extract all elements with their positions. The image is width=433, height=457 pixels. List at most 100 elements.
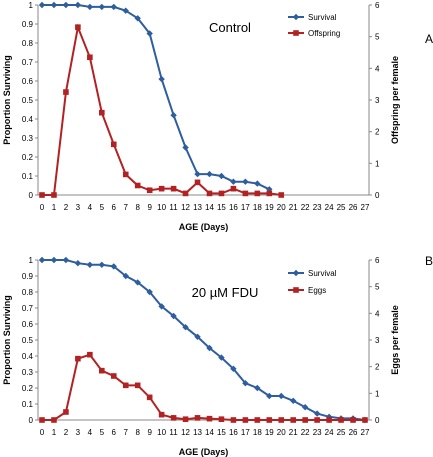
chart2-x-tick-label: 14 (205, 428, 214, 437)
chart2-survival-point (254, 384, 261, 392)
chart1-survival-point (62, 1, 70, 9)
chart2-left-tick-label: 1 (29, 256, 34, 265)
chart2-x-tick-label: 17 (241, 428, 250, 437)
chart1-offspring-point (230, 185, 237, 192)
chart2-eggs-point (314, 417, 320, 423)
chart2-eggs-point (242, 417, 249, 423)
chart2-survival-point (182, 324, 189, 331)
chart1-offspring-line (42, 23, 282, 196)
chart2-x-tick-label: 25 (337, 428, 346, 437)
chart1-title: Control (209, 20, 251, 35)
chart2-right-tick-label: 5 (375, 283, 380, 292)
chart1-x-tick-label: 16 (229, 203, 238, 212)
chart2-x-tick-label: 11 (169, 428, 178, 437)
chart2-survival-point (74, 260, 82, 267)
chart2-x-axis-title: AGE (Days) (179, 447, 229, 457)
chart1-offspring-point (75, 24, 81, 30)
chart1-x-tick-label: 12 (181, 203, 190, 212)
chart1-x-tick-label: 15 (217, 203, 226, 212)
chart1-x-tick-label: 13 (193, 203, 202, 212)
chart2-right-tick-label: 1 (375, 389, 380, 398)
chart2-survival-point (206, 344, 213, 352)
chart2-x-tick-label: 4 (88, 428, 93, 437)
chart2-eggs-point (254, 417, 261, 423)
chart2-eggs-point (39, 417, 45, 423)
chart1-offspring-point (158, 185, 165, 192)
chart2-panel-label: B (425, 254, 433, 268)
chart2-x-tick-label: 27 (361, 428, 370, 437)
chart2-survival-point (230, 365, 237, 372)
chart1-x-tick-label: 2 (64, 203, 69, 212)
chart1-offspring-point (63, 89, 69, 95)
chart1-x-tick-label: 24 (325, 203, 334, 212)
chart1-x-tick-label: 5 (100, 203, 105, 212)
chart1-survival-point (134, 15, 141, 22)
chart2-right-tick-label: 2 (375, 363, 380, 372)
chart2-left-tick-label: 0.3 (22, 368, 34, 377)
chart1-survival-point (230, 178, 237, 185)
chart2-x-tick-label: 9 (147, 428, 152, 437)
chart1-left-tick-label: 0.4 (22, 115, 34, 124)
chart1-survival-point (98, 3, 106, 11)
chart1-right-tick-label: 0 (375, 191, 380, 200)
chart1-offspring-legend-marker (293, 30, 299, 36)
chart2-eggs-point (170, 415, 177, 421)
chart1-x-tick-label: 6 (112, 203, 117, 212)
chart2-eggs-legend-marker (293, 287, 299, 293)
chart2-eggs-point (110, 373, 117, 379)
chart2-y2-axis-title: Eggs per female (390, 305, 400, 375)
chart1-x-tick-label: 19 (265, 203, 274, 212)
chart2-x-tick-label: 0 (40, 428, 45, 437)
chart1-survival-point (194, 170, 201, 178)
chart1-left-tick-label: 1 (29, 1, 34, 10)
chart2-eggs-point (362, 417, 368, 423)
chart2-x-tick-label: 18 (253, 428, 262, 437)
chart1-right-tick-label: 2 (375, 128, 380, 137)
chart2-x-tick-label: 2 (64, 428, 69, 437)
chart1-panel-label: A (425, 32, 433, 46)
chart1-x-tick-label: 22 (301, 203, 310, 212)
chart2-right-tick-label: 4 (375, 309, 380, 318)
chart1-right-tick-label: 6 (375, 1, 380, 10)
chart1-left-tick-label: 0.6 (22, 77, 34, 86)
chart2-survival-line (42, 259, 366, 421)
chart2-eggs-point (218, 416, 225, 422)
chart1-offspring-point (218, 190, 225, 197)
chart2-left-tick-label: 0.9 (22, 272, 34, 281)
chart1-x-tick-label: 1 (52, 203, 57, 212)
chart1-right-tick-label: 4 (375, 64, 380, 73)
chart1-left-tick-label: 0.7 (22, 58, 34, 67)
chart2-x-tick-label: 7 (124, 428, 129, 437)
chart1-offspring-point (146, 187, 153, 194)
chart1-x-tick-label: 9 (147, 203, 152, 212)
chart2-x-tick-label: 19 (265, 428, 274, 437)
chart1-offspring-point (99, 109, 105, 116)
chart1-survival-point (218, 172, 225, 180)
chart2-left-tick-label: 0.1 (22, 400, 34, 409)
chart2-survival-point (194, 333, 201, 340)
chart2-eggs-point (194, 415, 201, 421)
chart1-x-tick-label: 8 (135, 203, 140, 212)
chart1-y-axis-title: Proportion Surviving (2, 55, 12, 145)
chart2-eggs-point (122, 382, 129, 389)
chart1-x-tick-label: 17 (241, 203, 250, 212)
chart2-x-tick-label: 20 (277, 428, 286, 437)
chart1-offspring-point (278, 192, 285, 198)
chart2-x-tick-label: 5 (100, 428, 105, 437)
chart2-eggs-point (63, 409, 69, 415)
chart1-survival-point (38, 1, 46, 9)
chart2-x-tick-label: 13 (193, 428, 202, 437)
chart2-left-tick-label: 0.4 (22, 352, 34, 361)
chart2-x-tick-label: 3 (76, 428, 81, 437)
chart2-eggs-point (146, 394, 153, 401)
chart1-x-tick-label: 23 (313, 203, 322, 212)
chart2-survival-point (313, 410, 321, 417)
chart2-survival-point (50, 256, 58, 264)
chart1-survival-point (206, 170, 213, 178)
chart2-survival-point (290, 397, 297, 404)
chart1-x-tick-label: 20 (277, 203, 286, 212)
chart2-x-tick-label: 6 (112, 428, 117, 437)
chart2-survival-legend-marker (292, 269, 300, 277)
chart1-offspring-point (134, 182, 141, 189)
